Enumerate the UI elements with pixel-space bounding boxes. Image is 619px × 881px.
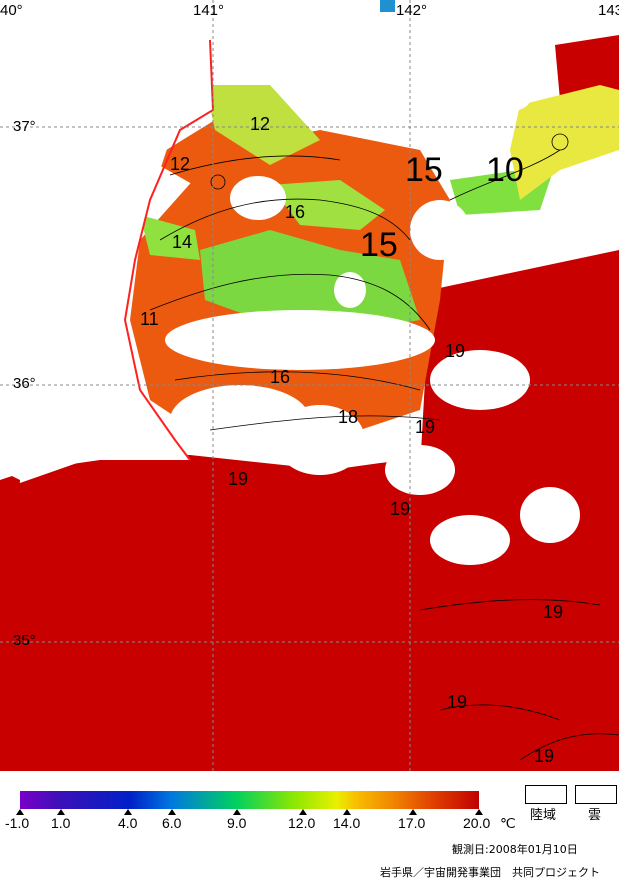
- legend-tick-label: 9.0: [227, 815, 247, 831]
- longitude-label-141: 141°: [193, 2, 225, 19]
- isotherm-label: 19: [228, 469, 249, 489]
- isotherm-label: 15: [360, 226, 398, 264]
- legend-tick-marker: [409, 809, 417, 815]
- contour-line-d: [159, 198, 411, 241]
- coastline: [123, 39, 215, 461]
- land-area: [0, 0, 213, 480]
- isotherm-label: 19: [390, 499, 411, 519]
- legend-tick-marker: [299, 809, 307, 815]
- legend-tick-label: 12.0: [288, 815, 316, 831]
- left-edge-patch: [0, 470, 20, 520]
- cloud-masks: [165, 88, 580, 565]
- cloud-legend-swatch: [575, 785, 617, 804]
- contour-line-f: [449, 149, 561, 201]
- sea-surface-temperature-map[interactable]: 40° 141° 142° 143 37° 36° 35° 12 12 16 1…: [0, 0, 619, 771]
- isotherm-label: 11: [140, 309, 159, 329]
- central-green-region: [200, 230, 420, 330]
- legend-tick-marker: [57, 809, 65, 815]
- isotherm-label: 19: [445, 341, 466, 361]
- contour-line-b: [174, 371, 421, 391]
- isotherm-label: 10: [486, 151, 524, 189]
- yellow-region: [510, 85, 619, 200]
- temperature-field: [0, 0, 619, 771]
- cloud-legend-label: 雲: [588, 808, 602, 823]
- isotherm-label: 18: [338, 407, 359, 427]
- legend-tick-label: 14.0: [333, 815, 361, 831]
- legend-tick-label: -1.0: [5, 815, 30, 831]
- isotherm-label: 14: [172, 232, 193, 252]
- contour-line-a: [149, 273, 431, 331]
- legend-tick-marker: [124, 809, 132, 815]
- contour-line-c: [209, 415, 441, 431]
- contour-line-e: [169, 155, 341, 176]
- isotherm-label: 19: [447, 692, 468, 712]
- legend-tick-label: 4.0: [118, 815, 138, 831]
- isotherm-label: 19: [534, 746, 555, 766]
- legend-tick-label: 6.0: [162, 815, 182, 831]
- temperature-color-scale: [20, 791, 479, 809]
- graticule: [0, 0, 619, 771]
- legend-tick-marker: [168, 809, 176, 815]
- contour-line-g: [419, 599, 601, 611]
- latitude-label-35: 35°: [13, 632, 36, 649]
- legend-tick-label: 20.0: [463, 815, 491, 831]
- isotherm-label: 12: [250, 114, 271, 134]
- contour-eddy-b: [551, 133, 569, 151]
- legend-tick-label: 1.0: [51, 815, 71, 831]
- contour-eddy-a: [210, 174, 226, 190]
- contour-line-h: [439, 704, 561, 721]
- offshore-warm-region: [420, 250, 619, 470]
- middle-green-band: [270, 180, 385, 230]
- longitude-label-140: 40°: [0, 2, 23, 19]
- legend-tick-marker: [343, 809, 351, 815]
- observation-date: 観測日:2008年01月10日: [452, 843, 578, 856]
- isotherm-label: 16: [285, 202, 306, 222]
- latitude-label-36: 36°: [13, 375, 36, 392]
- legend-tick-marker: [475, 809, 483, 815]
- longitude-label-143: 143: [598, 2, 619, 19]
- isotherm-label: 12: [170, 154, 191, 174]
- land-legend-swatch: [525, 785, 567, 804]
- northeast-warm-region: [555, 35, 619, 100]
- longitude-label-142: 142°: [396, 2, 428, 19]
- latitude-label-37: 37°: [13, 118, 36, 135]
- west-green-patch: [140, 215, 200, 260]
- isotherm-label: 15: [405, 151, 443, 189]
- legend-unit: ℃: [500, 815, 516, 831]
- legend-tick-marker: [233, 809, 241, 815]
- north-land-patch: [380, 0, 395, 12]
- credit-line: 岩手県／宇宙開発事業団 共同プロジェクト: [380, 866, 600, 879]
- isotherm-label: 19: [415, 417, 436, 437]
- land-legend-label: 陸域: [530, 808, 557, 823]
- contour-line-i: [519, 733, 619, 761]
- legend-tick-marker: [16, 809, 24, 815]
- warm-water-region: [0, 430, 619, 771]
- isotherm-label: 19: [543, 602, 564, 622]
- isotherm-label: 16: [270, 367, 291, 387]
- legend-tick-label: 17.0: [398, 815, 426, 831]
- north-green-region: [205, 85, 320, 165]
